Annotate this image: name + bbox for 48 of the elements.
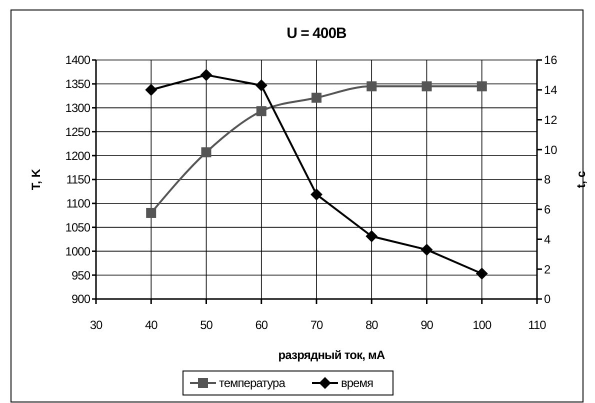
y-tick-label: 1250 [65, 124, 91, 139]
y2-tick-label: 10 [544, 142, 558, 157]
y-tick-label: 1100 [66, 196, 91, 211]
legend-label: время [341, 376, 373, 390]
y2-tick-label: 2 [544, 262, 551, 276]
y2-tick-label: 12 [544, 112, 558, 127]
point [201, 147, 212, 158]
point [145, 84, 158, 96]
y-tick-label: 1400 [65, 53, 91, 68]
y-tick-label: 1050 [65, 220, 91, 234]
x-tick-label: 100 [472, 318, 492, 332]
point [366, 230, 378, 242]
point [146, 208, 156, 218]
x-tick-label: 90 [420, 318, 434, 332]
y2-tick-label: 16 [544, 53, 558, 68]
y-tick-label: 1300 [65, 101, 91, 115]
x-tick-label: 50 [200, 318, 214, 332]
chart-title: U = 400B [286, 25, 348, 42]
point [312, 92, 322, 103]
y-tick-label: 950 [71, 268, 91, 282]
x-tick-label: 60 [255, 318, 268, 332]
point [420, 244, 433, 256]
x-axis-title: разрядный ток, мА [278, 348, 386, 362]
point [200, 68, 212, 81]
x-tick-label: 110 [528, 318, 547, 332]
point [255, 79, 268, 92]
y2-tick-label: 4 [544, 232, 551, 246]
x-tick-label: 30 [90, 318, 103, 332]
point [476, 268, 488, 280]
y2-tick-label: 14 [544, 83, 558, 98]
x-tick-label: 80 [365, 318, 379, 332]
x-tick-label: 40 [144, 318, 158, 332]
y-axis-title: T, K [29, 168, 43, 190]
y-tick-label: 900 [71, 292, 91, 306]
y-tick-label: 1200 [65, 148, 91, 163]
y2-tick-label: 6 [544, 202, 551, 217]
y-tick-label: 1150 [66, 172, 91, 187]
point [422, 81, 432, 92]
y2-tick-label: 8 [544, 172, 551, 187]
y-tick-label: 1350 [65, 77, 91, 92]
point [310, 188, 322, 200]
legend-label: температура [219, 376, 286, 390]
y2-tick-label: 0 [544, 292, 551, 306]
point [366, 81, 377, 92]
x-tick-label: 70 [310, 318, 324, 332]
point [256, 106, 266, 116]
point [476, 81, 487, 92]
y-tick-label: 1000 [65, 244, 91, 258]
